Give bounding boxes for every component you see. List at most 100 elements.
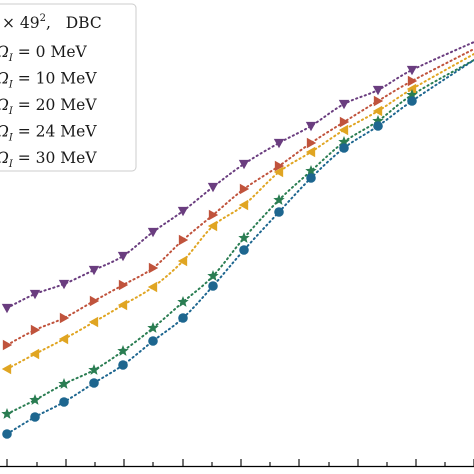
data-point (274, 207, 284, 217)
legend-entries: ΩI = 0 MeVΩI = 10 MeVΩI = 20 MeVΩI = 24 … (0, 43, 97, 170)
data-point (117, 251, 129, 262)
legend-entry-subscript: I (8, 159, 14, 170)
legend-entry-value: = 30 MeV (13, 149, 98, 167)
data-point (273, 138, 285, 149)
data-point (29, 289, 41, 300)
data-point (406, 89, 418, 100)
legend-entry-symbol: Ω (0, 123, 9, 141)
x-tick-marks (6, 459, 474, 467)
data-point (1, 303, 13, 314)
data-point (406, 83, 417, 95)
data-point (178, 313, 188, 323)
data-point (274, 160, 285, 172)
data-point (88, 364, 100, 375)
data-point (30, 324, 41, 336)
data-point (88, 265, 100, 276)
data-point (273, 166, 284, 178)
data-point (306, 173, 316, 183)
data-point (88, 316, 99, 328)
legend-entry-label: ΩI = 0 MeV (0, 43, 87, 64)
data-point (118, 360, 128, 370)
data-point (338, 124, 349, 136)
legend-entry-symbol: Ω (0, 43, 9, 61)
data-point (338, 99, 350, 110)
series-curve-4 (6, 59, 474, 435)
data-point (372, 85, 384, 96)
data-point (305, 146, 316, 158)
data-point (177, 255, 188, 267)
data-point (406, 65, 418, 76)
data-point (207, 220, 218, 232)
legend-entry-value: = 0 MeV (13, 43, 88, 61)
legend-header-main: × 49 (2, 14, 40, 32)
data-point (407, 96, 417, 106)
data-point (338, 136, 350, 147)
data-point (29, 394, 41, 405)
data-point (207, 182, 219, 193)
data-point (372, 105, 383, 117)
data-point (305, 165, 317, 176)
data-point (238, 159, 250, 170)
data-point (147, 322, 159, 333)
legend-entry-label: ΩI = 10 MeV (0, 70, 97, 91)
data-point (305, 121, 317, 132)
legend-entry-subscript: I (8, 53, 14, 64)
data-point (29, 348, 40, 360)
legend-entry-subscript: I (8, 80, 14, 91)
legend-header-exponent: 2 (40, 13, 46, 24)
data-point (58, 333, 69, 345)
data-point (148, 336, 158, 346)
data-point (306, 137, 317, 149)
data-point (147, 281, 158, 293)
legend-entry-label: ΩI = 20 MeV (0, 96, 97, 117)
legend-entry-value: = 20 MeV (13, 96, 98, 114)
data-point (238, 232, 250, 243)
legend-entry-subscript: I (8, 133, 14, 144)
data-point (148, 262, 159, 274)
data-point (407, 75, 418, 87)
series-markers (1, 65, 418, 439)
data-point (1, 363, 12, 375)
data-point (58, 279, 70, 290)
data-point (147, 227, 159, 238)
data-point (89, 378, 99, 388)
data-point (117, 345, 129, 356)
legend-entry-value: = 24 MeV (13, 123, 98, 141)
data-point (177, 206, 189, 217)
legend-entry-label: ΩI = 24 MeV (0, 123, 97, 144)
legend-frame (0, 3, 137, 172)
legend: × 492, DBC ΩI = 0 MeVΩI = 10 MeVΩI = 20 … (0, 3, 137, 172)
data-point (372, 115, 384, 126)
legend-header: × 492, DBC (2, 13, 102, 32)
data-point (118, 279, 129, 291)
legend-entry-symbol: Ω (0, 70, 9, 88)
data-point (273, 194, 285, 205)
data-point (59, 397, 69, 407)
data-point (373, 121, 383, 131)
data-point (178, 234, 189, 246)
data-point (2, 339, 13, 351)
data-point (339, 116, 350, 128)
data-point (58, 378, 70, 389)
legend-entry-label: ΩI = 30 MeV (0, 149, 97, 170)
data-point (373, 95, 384, 107)
data-point (1, 408, 13, 419)
data-point (208, 281, 218, 291)
data-point (238, 199, 249, 211)
data-point (59, 312, 70, 324)
data-point (339, 143, 349, 153)
data-point (177, 296, 189, 307)
legend-header-bc: , DBC (46, 14, 102, 32)
legend-entry-symbol: Ω (0, 96, 9, 114)
data-point (239, 183, 250, 195)
data-point (89, 295, 100, 307)
legend-entry-symbol: Ω (0, 149, 9, 167)
data-point (207, 270, 219, 281)
data-point (2, 429, 12, 439)
data-point (30, 412, 40, 422)
legend-entry-subscript: I (8, 106, 14, 117)
data-point (239, 245, 249, 255)
data-point (117, 299, 128, 311)
legend-entry-value: = 10 MeV (13, 70, 98, 88)
